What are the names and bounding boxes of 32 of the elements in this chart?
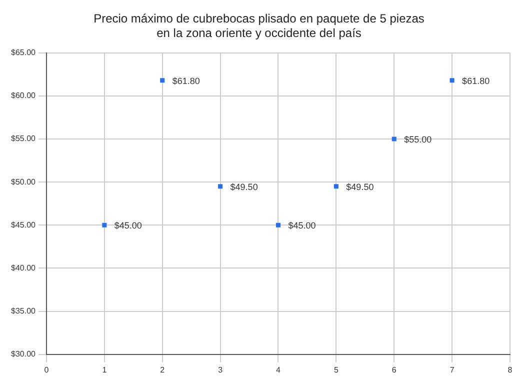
chart-title: Precio máximo de cubrebocas plisado en paquete de 5 piezas en la zona oriente y occidente del país [94, 12, 424, 40]
y-tick-label: $45.00 [11, 220, 36, 230]
x-tick-label: 3 [218, 365, 224, 374]
x-tick-label: 0 [44, 365, 50, 374]
point [392, 136, 396, 142]
y-tick-label: $40.00 [11, 263, 36, 272]
x-tick-label: 5 [334, 365, 339, 374]
y-tick-label: $50.00 [11, 177, 36, 186]
x-tick-label: 7 [450, 365, 455, 374]
point [218, 184, 223, 189]
data-label: $61.80 [172, 76, 200, 86]
x-tick-label: 8 [508, 365, 513, 374]
data-label: $49.50 [230, 182, 258, 192]
data-label: $45.00 [114, 220, 142, 231]
point [102, 222, 107, 228]
point [276, 222, 280, 228]
data-label: $45.00 [288, 220, 316, 231]
point [334, 184, 338, 189]
x-tick-label: 6 [392, 365, 397, 374]
data-label: $49.50 [346, 182, 374, 192]
data-label: $61.80 [462, 76, 490, 86]
y-tick-label: $35.00 [11, 306, 36, 316]
y-tick-label: $30.00 [11, 350, 36, 359]
y-tick-label: $65.00 [11, 48, 36, 58]
point [160, 78, 165, 83]
point [450, 78, 454, 83]
x-tick-label: 1 [102, 365, 108, 374]
data-label: $55.00 [404, 134, 432, 144]
x-tick-label: 4 [276, 365, 282, 374]
y-tick-label: $60.00 [11, 91, 36, 100]
y-tick-label: $55.00 [11, 134, 36, 144]
x-tick-label: 2 [160, 365, 166, 374]
